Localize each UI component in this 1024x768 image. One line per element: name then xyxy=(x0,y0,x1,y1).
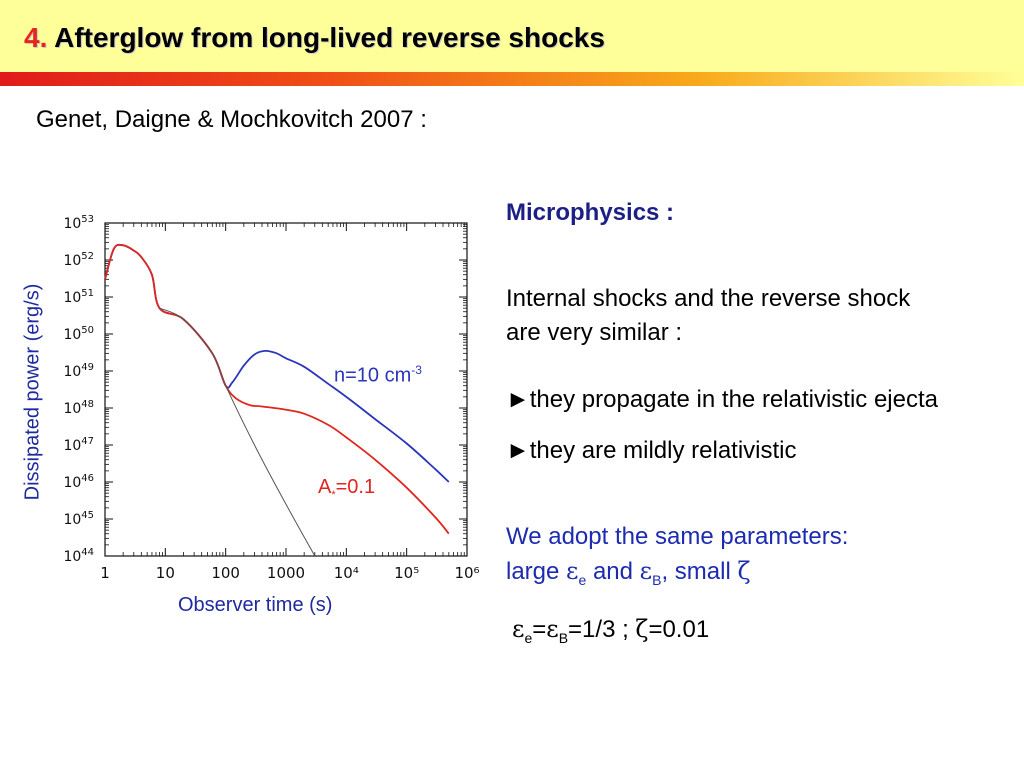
bullet-marker-icon: ► xyxy=(506,437,530,464)
parameters-line-2: large εe and εB, small ζ xyxy=(506,554,848,597)
y-tick-label: 1049 xyxy=(63,362,94,380)
y-tick-label: 1045 xyxy=(63,510,94,528)
zeta-symbol: ζ xyxy=(635,615,649,643)
intro-paragraph: Internal shocks and the reverse shock ar… xyxy=(506,282,910,350)
annotation-wind-subscript: * xyxy=(331,489,336,501)
chart-plot-frame xyxy=(104,222,468,557)
x-tick-label: 10 xyxy=(156,564,175,582)
title-bar: 4. Afterglow from long-lived reverse sho… xyxy=(0,0,1024,72)
x-tick-label: 1000 xyxy=(267,564,305,582)
citation: Genet, Daigne & Mochkovitch 2007 : xyxy=(36,106,427,133)
epsilon-symbol: ε xyxy=(639,557,653,585)
intro-line-1: Internal shocks and the reverse shock xyxy=(506,285,911,312)
series-line-wind xyxy=(104,243,450,535)
word-large: large xyxy=(506,558,567,585)
y-tick-label: 1044 xyxy=(63,547,94,565)
microphysics-heading: Microphysics : xyxy=(506,199,675,226)
subscript-b: B xyxy=(652,571,662,588)
subscript-e: e xyxy=(524,629,533,646)
x-tick-label: 10⁴ xyxy=(334,564,359,582)
epsilon-symbol: ε xyxy=(546,615,559,643)
y-tick-label: 1051 xyxy=(63,288,94,306)
bullet-item-1: ►they propagate in the relativistic ejec… xyxy=(506,383,938,417)
bullet-item-2: ►they are mildly relativistic xyxy=(506,434,797,468)
x-tick-label: 10⁵ xyxy=(394,564,419,582)
y-tick-label: 1047 xyxy=(63,436,94,454)
subscript-b: B xyxy=(558,629,569,646)
annotation-wind: A*=0.1 xyxy=(318,476,375,501)
y-tick-label: 1052 xyxy=(63,251,94,269)
annotation-density-exponent: -3 xyxy=(411,363,422,377)
word-and: and xyxy=(586,558,640,585)
annotation-wind-letter: A xyxy=(318,476,332,498)
slide-title: 4. Afterglow from long-lived reverse sho… xyxy=(24,22,605,54)
series-line-no-reverse-shock xyxy=(159,307,316,557)
bullet-marker-icon: ► xyxy=(506,386,530,413)
chart-series xyxy=(104,243,450,557)
title-gradient-rule xyxy=(0,72,1024,86)
parameter-equation: εe=εB=1/3 ; ζ=0.01 xyxy=(512,615,709,646)
zeta-symbol: ζ xyxy=(737,557,751,585)
intro-line-2: are very similar : xyxy=(506,319,683,346)
equals-sign: = xyxy=(532,616,547,643)
word-small: , small xyxy=(661,558,738,585)
equation-value-2: =0.01 xyxy=(648,616,710,643)
y-tick-label: 1050 xyxy=(63,325,94,343)
x-tick-label: 1 xyxy=(100,564,110,582)
bullet-text-1: they propagate in the relativistic eject… xyxy=(529,386,938,413)
epsilon-symbol: ε xyxy=(566,557,579,585)
y-tick-label: 1046 xyxy=(63,473,94,491)
slide-title-text: Afterglow from long-lived reverse shocks xyxy=(54,22,605,53)
dissipated-power-chart: 1 10 100 1000 10⁴ 10⁵ 10⁶ 1053 1052 1051 1050 1049 1… xyxy=(63,214,479,582)
subscript-e: e xyxy=(578,571,587,588)
y-axis-label: Dissipated power (erg/s) xyxy=(21,283,44,501)
chart-ticks: 1 10 100 1000 10⁴ 10⁵ 10⁶ 1053 1052 1051 1050 1049 1… xyxy=(63,214,479,582)
annotation-density: n=10 cm-3 xyxy=(334,363,422,388)
annotation-density-text: n=10 cm xyxy=(334,364,412,387)
y-tick-label: 1053 xyxy=(63,214,94,232)
slide-number: 4. xyxy=(24,22,48,53)
annotation-wind-value: =0.1 xyxy=(335,476,376,498)
equation-value-1: =1/3 ; xyxy=(568,616,636,643)
x-axis-label: Observer time (s) xyxy=(178,594,333,616)
y-tick-label: 1048 xyxy=(63,399,94,417)
x-tick-label: 10⁶ xyxy=(454,564,479,582)
epsilon-symbol: ε xyxy=(512,615,525,643)
x-tick-label: 100 xyxy=(211,564,240,582)
parameters-paragraph: We adopt the same parameters: large εe a… xyxy=(506,520,848,597)
parameters-line-1: We adopt the same parameters: xyxy=(506,523,849,550)
bullet-text-2: they are mildly relativistic xyxy=(529,437,797,464)
